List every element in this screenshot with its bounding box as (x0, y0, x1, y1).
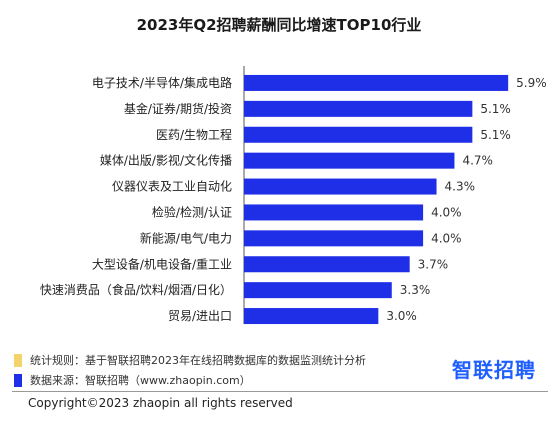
category-label: 检验/检测/认证 (152, 204, 232, 219)
bar (244, 152, 455, 169)
bar (244, 126, 473, 143)
category-label: 大型设备/机电设备/重工业 (92, 257, 232, 271)
value-label: 4.0% (431, 205, 462, 219)
category-label: 新能源/电气/电力 (140, 230, 232, 245)
bar (244, 308, 379, 325)
value-label: 3.3% (400, 283, 431, 297)
category-label: 媒体/出版/影视/文化传播 (100, 153, 232, 168)
value-label: 3.7% (418, 257, 449, 271)
category-label: 基金/证券/期货/投资 (124, 101, 232, 116)
category-label: 仪器仪表及工业自动化 (112, 180, 232, 194)
divider (12, 391, 548, 392)
zhaopin-logo: 智联招聘 (452, 358, 536, 382)
value-label: 5.1% (480, 128, 511, 142)
value-label: 4.0% (431, 231, 462, 245)
bar (244, 282, 392, 299)
note-source: 数据来源：智联招聘（www.zhaopin.com） (14, 370, 366, 390)
category-label: 医药/生物工程 (156, 127, 232, 142)
notes-section: 统计规则：基于智联招聘2023年在线招聘数据库的数据监测统计分析 数据来源：智联… (14, 350, 366, 390)
bar (244, 100, 473, 117)
note-rule-swatch (14, 353, 22, 367)
chart-title: 2023年Q2招聘薪酬同比增速TOP10行业 (136, 16, 422, 34)
category-label: 贸易/进出口 (168, 309, 232, 323)
value-label: 5.9% (516, 76, 547, 90)
bar (244, 74, 509, 91)
note-rule: 统计规则：基于智联招聘2023年在线招聘数据库的数据监测统计分析 (14, 350, 366, 370)
value-label: 4.7% (462, 154, 493, 168)
bar-chart: 电子技术/半导体/集成电路 5.9% 基金/证券/期货/投资 5.1% 医药/生物工程 5… (40, 66, 547, 325)
note-rule-text: 统计规则：基于智联招聘2023年在线招聘数据库的数据监测统计分析 (30, 354, 366, 367)
category-label: 电子技术/半导体/集成电路 (92, 75, 232, 90)
bar (244, 178, 437, 195)
bar (244, 230, 424, 247)
note-source-text: 数据来源：智联招聘（www.zhaopin.com） (30, 374, 251, 387)
bar (244, 256, 410, 273)
bar (244, 204, 424, 221)
note-source-swatch (14, 373, 22, 387)
copyright-text: Copyright©2023 zhaopin all rights reserv… (28, 396, 293, 410)
category-label: 快速消费品（食品/饮料/烟酒/日化） (40, 282, 232, 297)
value-label: 5.1% (480, 102, 511, 116)
value-label: 3.0% (386, 309, 417, 323)
value-label: 4.3% (445, 180, 476, 194)
